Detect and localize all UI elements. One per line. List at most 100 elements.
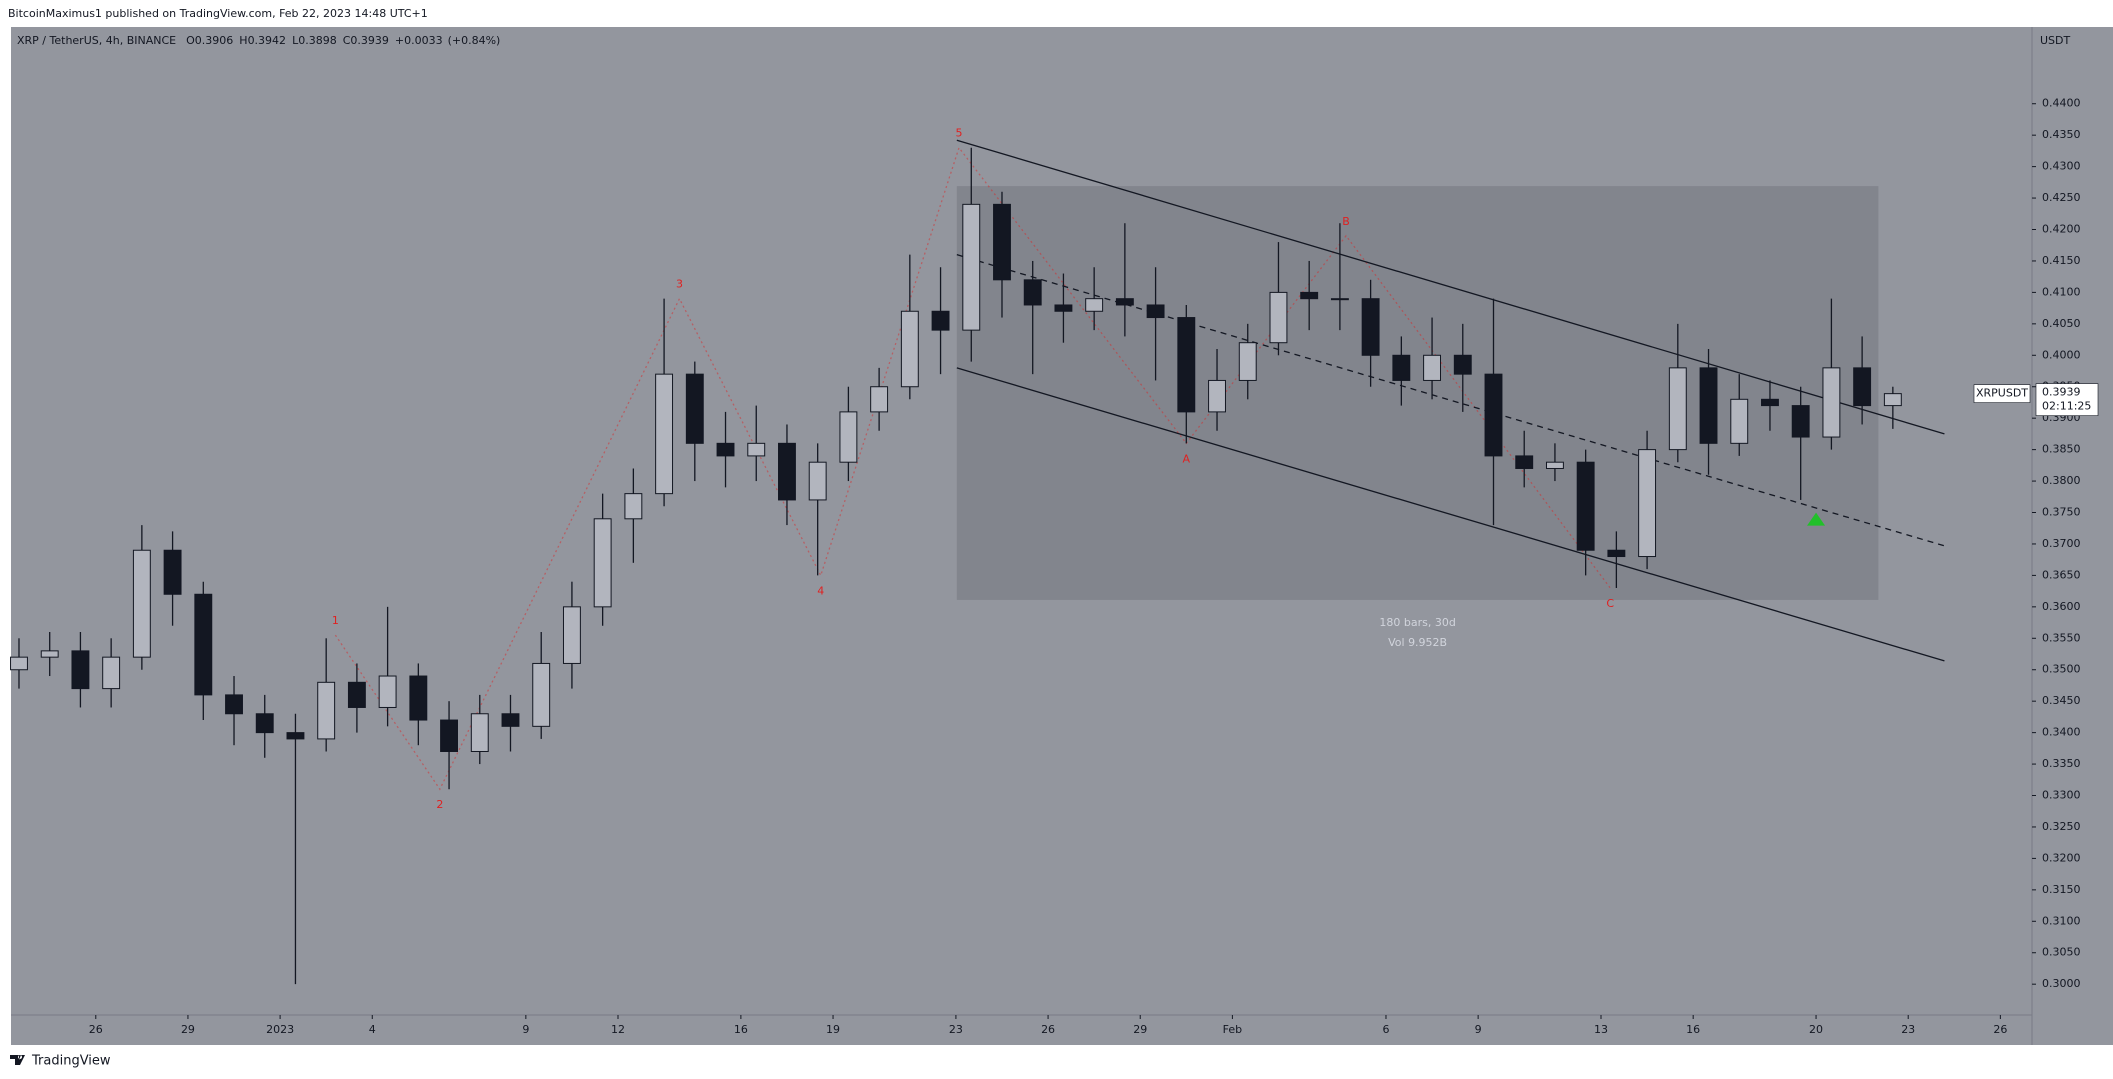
price-tag-bg [2035, 383, 2099, 416]
candle-body [409, 675, 428, 721]
x-tick-label: 26 [1993, 1023, 2007, 1036]
channel-line [956, 139, 1945, 435]
x-tick-label: 23 [949, 1023, 963, 1036]
legend-change-pct: (+0.84%) [448, 34, 501, 47]
candle-body [225, 694, 243, 715]
candle-body [255, 713, 274, 734]
range-volume-label: Vol 9.952B [1388, 636, 1447, 649]
candle-body [808, 461, 827, 501]
footer-brand: TradingView [31, 1054, 111, 1069]
legend-value: 0.3898 [298, 34, 337, 47]
candle-body [1545, 461, 1564, 469]
range-bars-label: 180 bars, 30d [1379, 616, 1455, 629]
candle-body [747, 442, 766, 457]
candle-body [1054, 304, 1073, 312]
y-tick-label: 0.3800 [2042, 474, 2081, 487]
y-unit: USDT [2040, 34, 2071, 47]
wave-label: C [1606, 597, 1614, 610]
x-tick-label: 16 [734, 1023, 748, 1036]
symbol-tag: XRPUSDT [1976, 387, 2028, 400]
y-tick-label: 0.3700 [2042, 537, 2081, 550]
range-box [956, 186, 1879, 600]
candle-body [286, 732, 305, 740]
y-tick-label: 0.3750 [2042, 506, 2081, 519]
legend-value: 0.3906 [195, 34, 234, 47]
y-tick-label: 0.3000 [2042, 977, 2081, 990]
wave-label: B [1342, 215, 1350, 228]
candle-body [716, 442, 735, 457]
y-tick-label: 0.4000 [2042, 348, 2081, 361]
candle-body [1883, 393, 1902, 407]
legend-title: XRP / TetherUS, 4h, BINANCE [17, 34, 176, 47]
y-tick-label: 0.4150 [2042, 254, 2081, 267]
y-tick-label: 0.4400 [2042, 97, 2081, 110]
y-tick-label: 0.3450 [2042, 694, 2081, 707]
legend-value: 0.3942 [248, 34, 287, 47]
candle-body [1330, 298, 1349, 301]
wave-label: 5 [955, 127, 962, 140]
candle-body [1791, 405, 1810, 438]
price-tag: 0.3939 [2042, 386, 2081, 399]
y-tick-label: 0.4100 [2042, 285, 2081, 298]
candle-body [1392, 354, 1411, 381]
x-tick-label: 9 [1475, 1023, 1482, 1036]
y-tick-label: 0.3550 [2042, 631, 2081, 644]
channel-line [956, 254, 1945, 547]
candle-body [163, 549, 182, 595]
x-tick-label: 12 [611, 1023, 625, 1036]
candle-body [1085, 298, 1104, 312]
candle-body [1668, 367, 1687, 451]
footer-logo [10, 1055, 25, 1065]
candle-body [532, 662, 551, 727]
y-tick-label: 0.3150 [2042, 883, 2081, 896]
candle-body [132, 549, 151, 658]
x-tick-label: 20 [1809, 1023, 1823, 1036]
y-tick-label: 0.3500 [2042, 663, 2081, 676]
candle-body [194, 593, 213, 696]
candle-body [962, 203, 981, 331]
candle-body [10, 656, 28, 671]
legend: XRP / TetherUS, 4h, BINANCE O0.3906 H0.394… [17, 34, 500, 47]
candle-body [870, 386, 889, 413]
signal-marker [1807, 512, 1826, 526]
candle-body [470, 713, 489, 752]
candle-body [1822, 367, 1841, 438]
x-tick-label: 29 [1133, 1023, 1147, 1036]
candle-body [40, 650, 59, 658]
candle-body [1361, 298, 1380, 356]
y-tick-label: 0.3600 [2042, 600, 2081, 613]
wave-label: 2 [436, 798, 443, 811]
logo-icon [10, 1055, 25, 1065]
candle-body [1269, 291, 1288, 344]
candle-body [71, 650, 90, 690]
x-tick-label: 29 [181, 1023, 195, 1036]
candle-body [1484, 373, 1503, 457]
candle-body [1515, 455, 1534, 469]
wave-label: 4 [817, 584, 824, 597]
y-tick-label: 0.3400 [2042, 726, 2081, 739]
y-tick-label: 0.3350 [2042, 757, 2081, 770]
candle-body [778, 442, 796, 501]
y-tick-label: 0.3650 [2042, 568, 2081, 581]
y-tick-label: 0.4250 [2042, 191, 2081, 204]
legend-key: L [292, 34, 299, 47]
x-tick-label: 2023 [266, 1023, 294, 1036]
candle-body [1699, 367, 1718, 444]
candle-body [1853, 367, 1872, 407]
candle-body [685, 373, 704, 444]
published-by: BitcoinMaximus1 published on TradingView… [8, 7, 428, 20]
y-tick-label: 0.4350 [2042, 128, 2081, 141]
candle-body [378, 675, 397, 708]
candle-body [1115, 298, 1134, 306]
candle-body [900, 310, 919, 388]
y-tick-label: 0.4300 [2042, 160, 2081, 173]
legend-key: O [186, 34, 195, 47]
candle-body [1638, 449, 1657, 558]
candle-body [1423, 354, 1442, 381]
candle-body [839, 411, 858, 463]
candle-body [347, 681, 366, 708]
candle-body [931, 310, 950, 331]
candle-body [624, 493, 643, 520]
time-axis-bg [11, 1015, 2032, 1045]
